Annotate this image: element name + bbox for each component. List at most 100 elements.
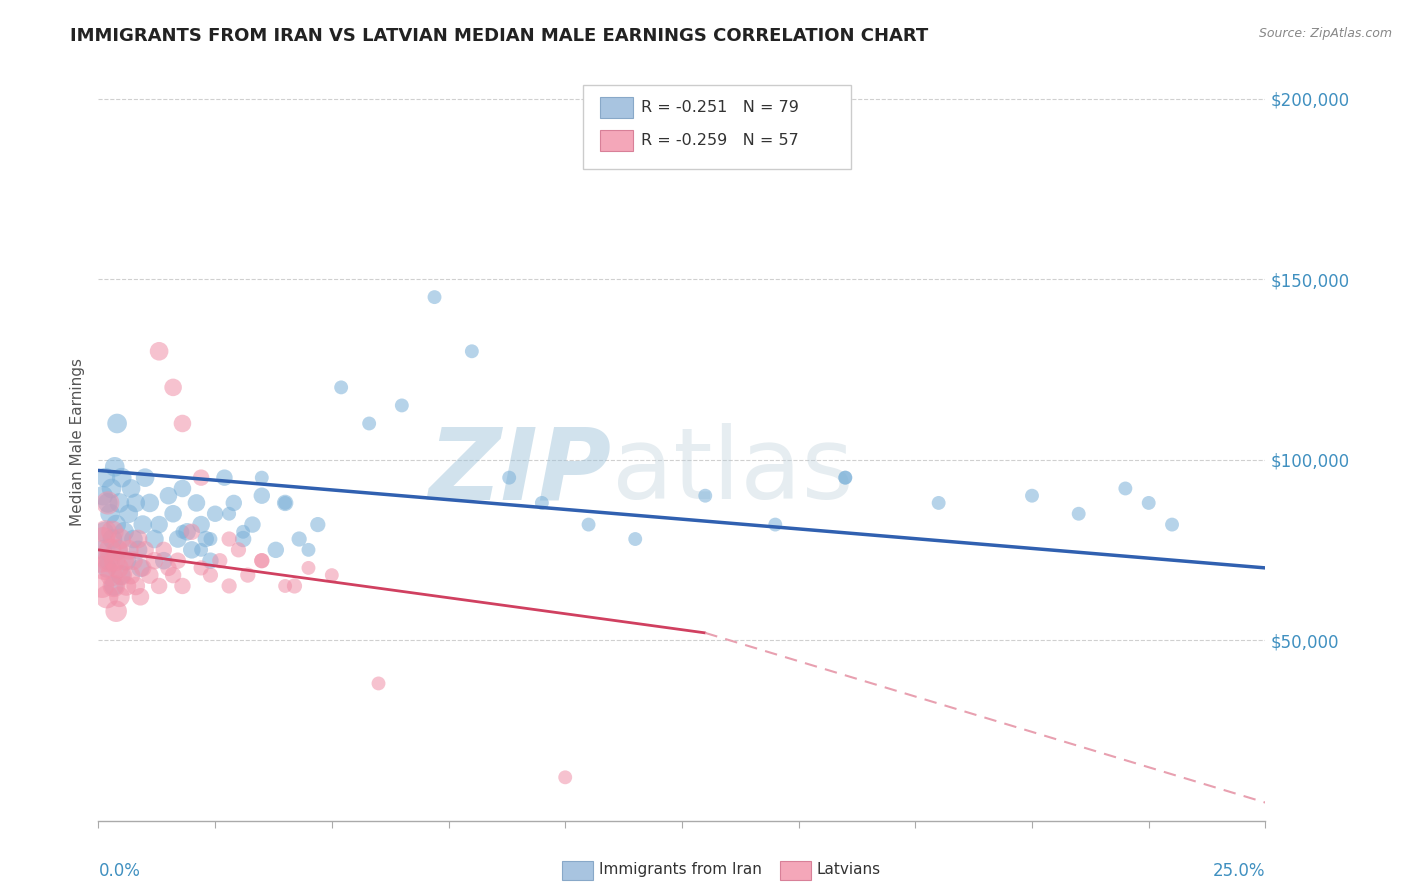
Point	[122, 554, 145, 568]
Text: 0.0%: 0.0%	[98, 863, 141, 880]
Point	[200, 554, 222, 568]
Point	[162, 380, 184, 394]
Point	[105, 604, 128, 618]
Point	[367, 676, 389, 690]
Point	[97, 554, 120, 568]
Point	[91, 532, 114, 546]
Point	[162, 568, 184, 582]
Point	[204, 507, 226, 521]
Y-axis label: Median Male Earnings: Median Male Earnings	[69, 358, 84, 525]
Point	[152, 554, 174, 568]
Point	[110, 532, 132, 546]
Point	[1021, 489, 1043, 503]
Point	[274, 579, 297, 593]
Point	[115, 579, 138, 593]
Point	[172, 482, 194, 496]
Point	[98, 507, 121, 521]
Point	[274, 496, 297, 510]
Point	[228, 542, 250, 557]
Point	[834, 470, 856, 484]
Point	[218, 507, 240, 521]
Point	[97, 554, 120, 568]
Point	[157, 489, 180, 503]
Point	[139, 568, 162, 582]
Point	[232, 524, 254, 539]
Point	[96, 590, 118, 604]
Point	[143, 554, 166, 568]
Point	[91, 542, 114, 557]
Point	[104, 554, 127, 568]
Point	[96, 561, 118, 575]
Point	[129, 561, 152, 575]
Point	[250, 489, 273, 503]
Point	[94, 524, 117, 539]
Point	[107, 561, 129, 575]
Point	[111, 568, 134, 582]
Point	[101, 532, 124, 546]
Point	[127, 542, 149, 557]
Point	[166, 532, 188, 546]
Point	[97, 496, 120, 510]
Point	[110, 568, 132, 582]
Point	[132, 517, 155, 532]
Point	[283, 579, 305, 593]
Point	[624, 532, 647, 546]
Point	[112, 524, 135, 539]
Text: IMMIGRANTS FROM IRAN VS LATVIAN MEDIAN MALE EARNINGS CORRELATION CHART: IMMIGRANTS FROM IRAN VS LATVIAN MEDIAN M…	[70, 27, 928, 45]
Text: Latvians: Latvians	[817, 863, 882, 877]
Text: Immigrants from Iran: Immigrants from Iran	[599, 863, 762, 877]
Point	[423, 290, 446, 304]
Point	[200, 568, 222, 582]
Point	[93, 561, 115, 575]
Point	[105, 542, 128, 557]
Point	[274, 496, 297, 510]
Text: R = -0.251   N = 79: R = -0.251 N = 79	[641, 100, 799, 115]
Point	[180, 542, 202, 557]
Point	[94, 470, 117, 484]
Point	[928, 496, 950, 510]
Point	[288, 532, 311, 546]
Point	[190, 470, 212, 484]
Point	[180, 524, 202, 539]
Point	[172, 524, 194, 539]
Point	[143, 532, 166, 546]
Point	[250, 554, 273, 568]
Point	[250, 470, 273, 484]
Point	[330, 380, 353, 394]
Point	[90, 554, 112, 568]
Point	[108, 496, 131, 510]
Point	[190, 542, 212, 557]
Point	[111, 470, 134, 484]
Point	[127, 532, 149, 546]
Point	[139, 496, 162, 510]
Point	[115, 554, 138, 568]
Point	[190, 561, 212, 575]
Text: ZIP: ZIP	[429, 424, 612, 520]
Point	[186, 496, 208, 510]
Text: atlas: atlas	[612, 424, 853, 520]
Point	[218, 579, 240, 593]
Point	[214, 470, 236, 484]
Point	[103, 579, 125, 593]
Point	[695, 489, 717, 503]
Point	[297, 542, 319, 557]
Point	[763, 517, 786, 532]
Point	[208, 554, 231, 568]
Point	[107, 542, 129, 557]
Point	[105, 517, 128, 532]
Point	[578, 517, 600, 532]
Point	[250, 554, 273, 568]
Point	[1114, 482, 1136, 496]
Point	[98, 542, 121, 557]
Point	[148, 344, 170, 359]
Text: Source: ZipAtlas.com: Source: ZipAtlas.com	[1258, 27, 1392, 40]
Point	[359, 417, 381, 431]
Point	[105, 417, 128, 431]
Point	[190, 517, 212, 532]
Point	[176, 524, 198, 539]
Point	[118, 507, 141, 521]
Point	[134, 542, 156, 557]
Point	[134, 470, 156, 484]
Point	[125, 579, 148, 593]
Point	[232, 532, 254, 546]
